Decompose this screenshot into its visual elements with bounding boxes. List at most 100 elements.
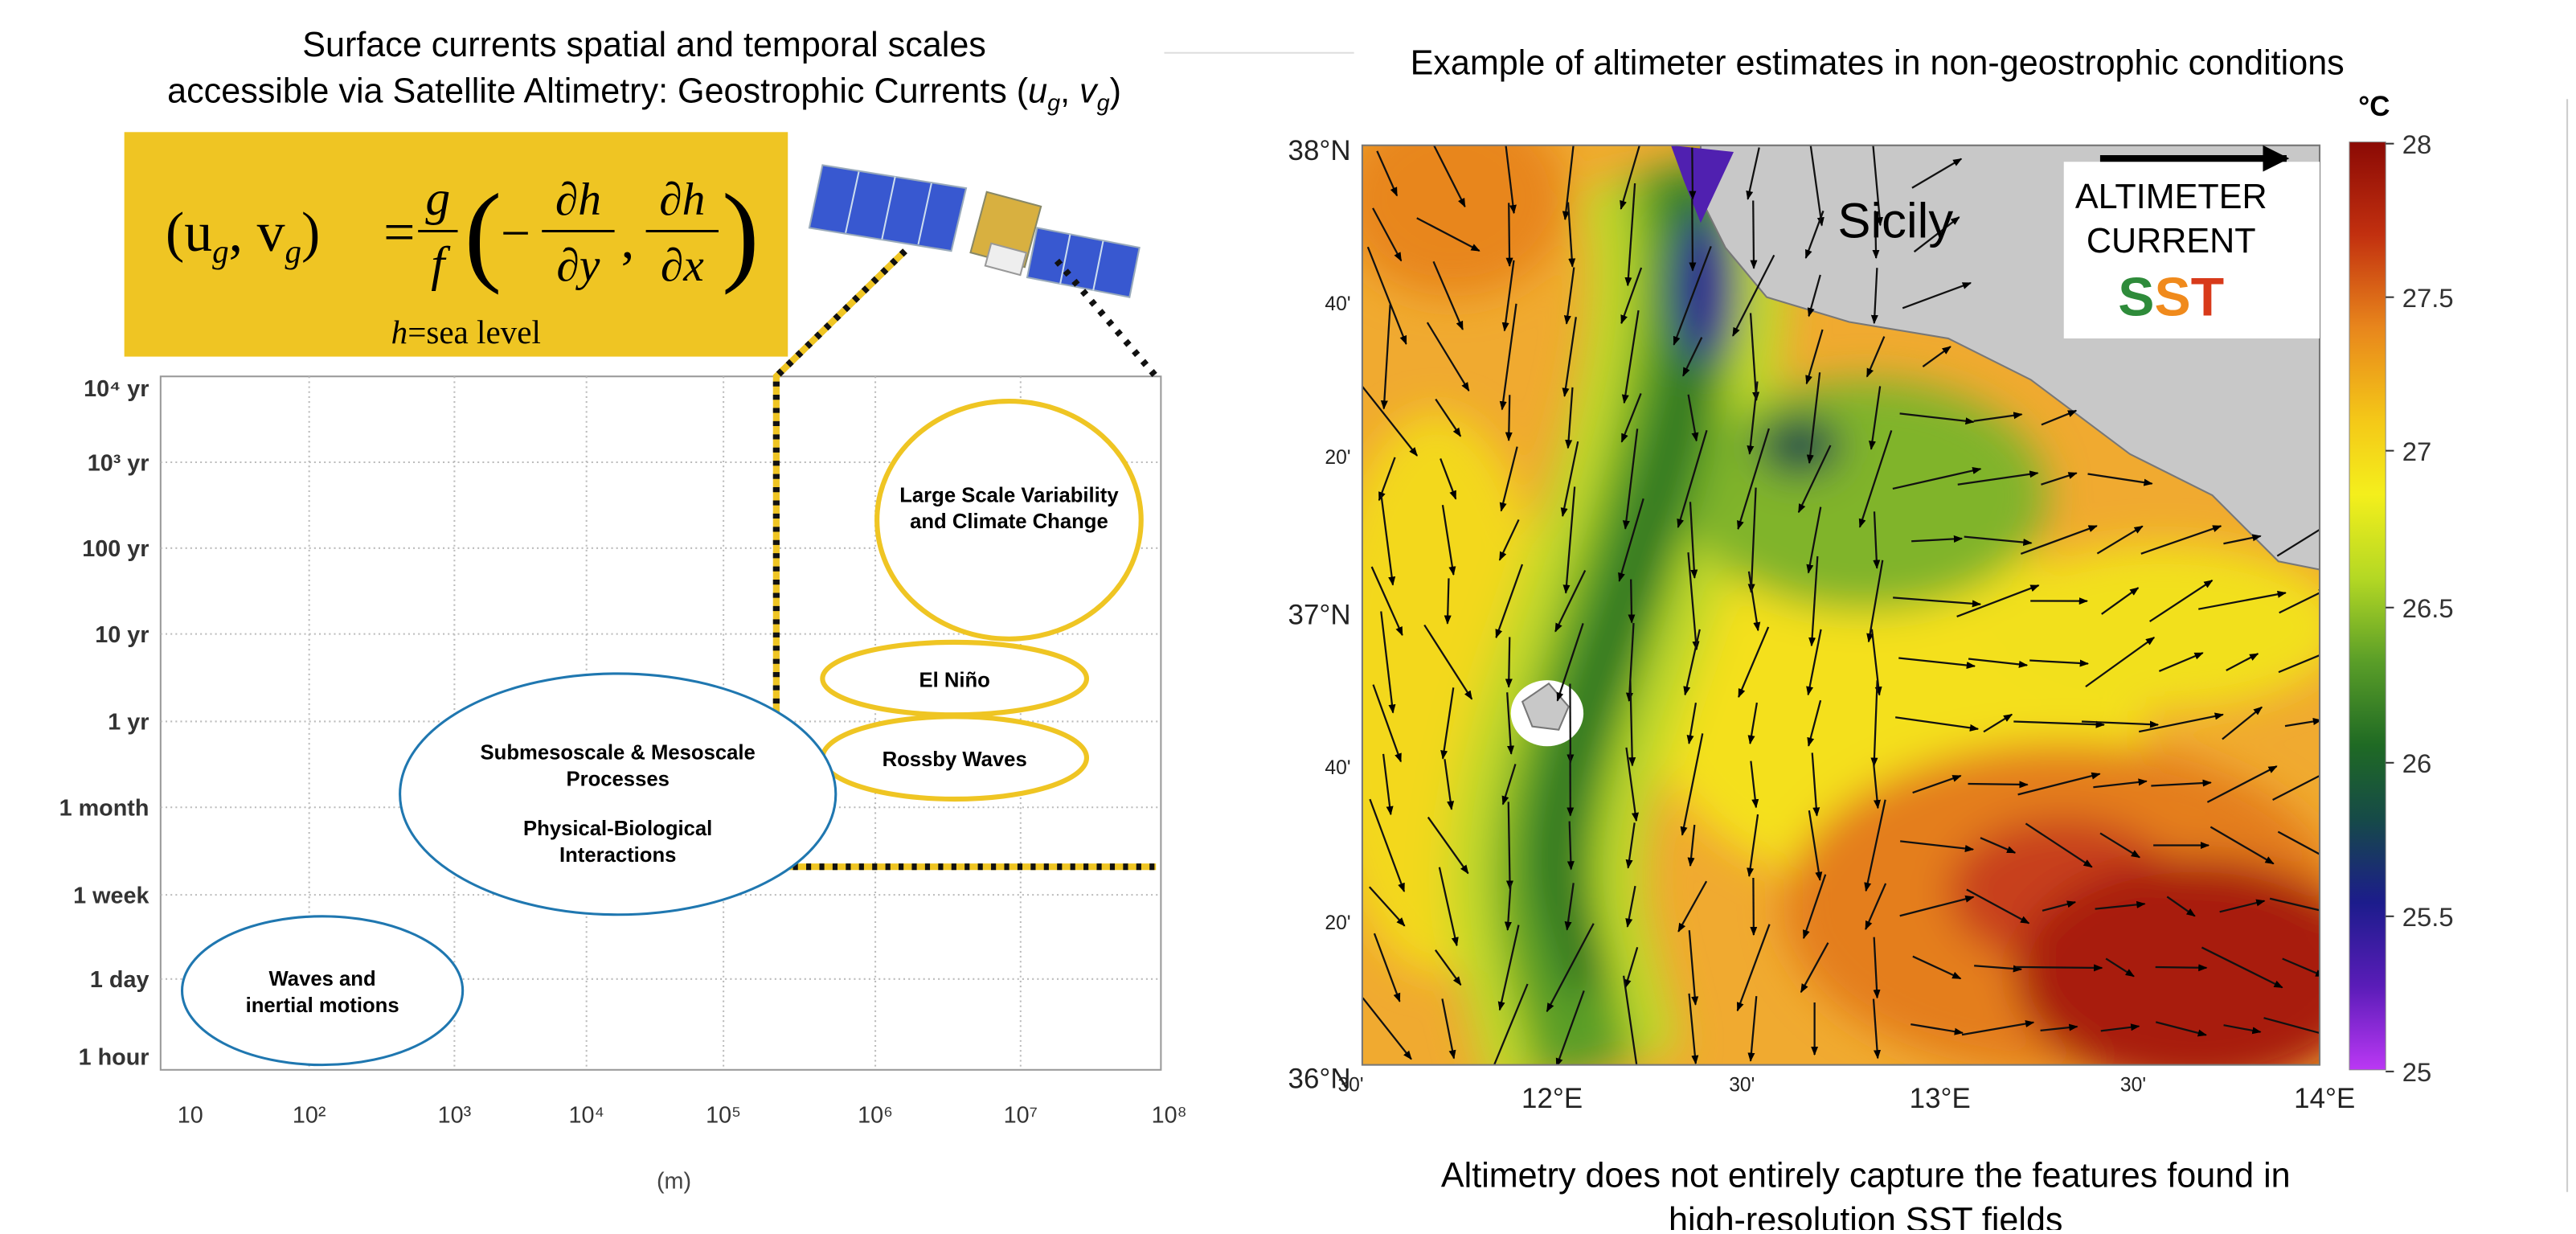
- sst-patch: [1981, 545, 2345, 710]
- region-label: Interactions: [559, 844, 676, 867]
- legend-sst: SST: [2118, 267, 2224, 327]
- x-tick-label: 10⁴: [569, 1103, 604, 1129]
- legend-t: T: [2191, 267, 2224, 327]
- figure: Surface currents spatial and temporal sc…: [0, 0, 2576, 1230]
- colorbar-unit: °C: [2358, 91, 2390, 122]
- region-label: and Climate Change: [910, 510, 1108, 533]
- lat-label: 37°N: [1288, 599, 1351, 630]
- current-arrow: [1968, 784, 2028, 785]
- legend-s2: S: [2155, 267, 2191, 327]
- y-tick-label: 10³ yr: [88, 450, 149, 476]
- lat-label: 20': [1325, 912, 1350, 934]
- x-tick-label: 10⁷: [1004, 1103, 1038, 1129]
- region-label: Physical-Biological: [523, 818, 712, 840]
- right-title: Example of altimeter estimates in non-ge…: [1411, 43, 2345, 82]
- caption-line2: high-resolution SST fields: [1669, 1201, 2062, 1230]
- satellite-icon: [809, 165, 1140, 297]
- y-tick-label: 1 week: [73, 883, 149, 908]
- sst-patch: [2014, 859, 2377, 1090]
- title-text: accessible via Satellite Altimetry: Geos…: [167, 72, 1029, 110]
- colorbar-tick-label: 28: [2402, 129, 2432, 159]
- f-dh1: ∂h: [555, 174, 601, 225]
- sst-patch: [1684, 379, 2047, 611]
- lon-label: 30': [1729, 1074, 1755, 1096]
- current-arrow: [1692, 199, 1693, 271]
- f-g: g: [425, 171, 450, 226]
- f-dh2: ∂h: [659, 174, 705, 225]
- land-label: Sicily: [1837, 194, 1953, 249]
- x-tick-label: 10⁶: [858, 1103, 893, 1129]
- lon-label: 14°E: [2294, 1083, 2355, 1114]
- title-u: u: [1028, 72, 1047, 110]
- f-lhs-u: (u: [166, 202, 212, 264]
- x-tick-label: 10⁵: [706, 1103, 741, 1129]
- y-tick-label: 1 hour: [79, 1045, 149, 1071]
- sst-patch: [1759, 416, 1841, 476]
- lat-label: 40': [1325, 293, 1350, 315]
- y-tick-label: 1 day: [90, 967, 149, 993]
- f-minus: −: [501, 204, 530, 263]
- lat-label: 40': [1325, 757, 1350, 779]
- colorbar-tick-label: 27: [2402, 437, 2432, 466]
- f-note-rest: =sea level: [407, 314, 541, 351]
- f-note-h: h: [391, 314, 408, 351]
- f-lhs-close: ): [301, 202, 320, 264]
- colorbar-tick-label: 26: [2402, 748, 2432, 778]
- x-tick-label: 10³: [438, 1103, 472, 1129]
- f-lhs-v: , v: [229, 202, 285, 264]
- region-outline: [182, 916, 463, 1065]
- colorbar-tick-label: 26.5: [2402, 593, 2454, 623]
- region-outline: [400, 674, 836, 915]
- f-dx: ∂x: [661, 240, 704, 291]
- current-arrow: [2016, 967, 2102, 968]
- region-label: El Niño: [919, 669, 989, 691]
- left-title-line1: Surface currents spatial and temporal sc…: [302, 26, 986, 64]
- title-u-sub: g: [1047, 91, 1060, 117]
- solar-panel: [1027, 228, 1140, 297]
- f-open: (: [465, 172, 502, 296]
- region-label: Waves and: [269, 968, 376, 990]
- lon-label: 30': [2120, 1074, 2146, 1096]
- y-tick-label: 10⁴ yr: [84, 376, 149, 402]
- y-tick-label: 10 yr: [95, 622, 149, 648]
- region-label: Large Scale Variability: [899, 484, 1119, 506]
- legend-s1: S: [2118, 267, 2154, 327]
- f-note: h=sea level: [391, 314, 541, 351]
- region-label: Rossby Waves: [883, 748, 1027, 771]
- lat-label: 20': [1325, 447, 1350, 469]
- region-label: Submesoscale & Mesoscale: [481, 742, 756, 765]
- x-tick-label: 10⁸: [1152, 1103, 1187, 1129]
- sst-patch: [1337, 99, 1569, 297]
- colorbar-tick-label: 25: [2402, 1057, 2432, 1087]
- left-title-line2: accessible via Satellite Altimetry: Geos…: [167, 72, 1121, 116]
- f-equals: =: [383, 202, 415, 264]
- title-v: v: [1079, 72, 1099, 110]
- legend-line1: ALTIMETER: [2075, 178, 2267, 216]
- title-v-sub: g: [1097, 91, 1110, 117]
- legend-line2: CURRENT: [2087, 222, 2256, 260]
- lon-label: 30': [1337, 1074, 1363, 1096]
- region-label: Processes: [567, 769, 670, 791]
- y-tick-label: 1 month: [59, 796, 149, 822]
- lat-label: 38°N: [1288, 135, 1351, 166]
- f-close: ): [722, 172, 760, 296]
- y-tick-label: 1 yr: [108, 710, 149, 736]
- f-dy: ∂y: [556, 240, 600, 291]
- title-sep: ,: [1060, 72, 1079, 110]
- caption-line1: Altimetry does not entirely capture the …: [1441, 1157, 2291, 1195]
- current-arrow: [2156, 967, 2207, 968]
- x-tick-label: 10: [178, 1103, 203, 1129]
- current-arrow: [1692, 147, 1693, 199]
- f-comma: ,: [621, 211, 634, 269]
- f-sub1: g: [212, 233, 229, 270]
- current-arrow: [1448, 578, 1449, 623]
- current-arrow: [1753, 200, 1754, 268]
- lon-label: 13°E: [1910, 1083, 1971, 1114]
- colorbar: [2349, 142, 2386, 1070]
- current-arrow: [1631, 580, 1632, 623]
- x-unit: (m): [657, 1169, 691, 1195]
- lon-label: 12°E: [1521, 1083, 1583, 1114]
- x-tick-label: 10²: [293, 1103, 326, 1129]
- colorbar-tick-label: 25.5: [2402, 902, 2454, 932]
